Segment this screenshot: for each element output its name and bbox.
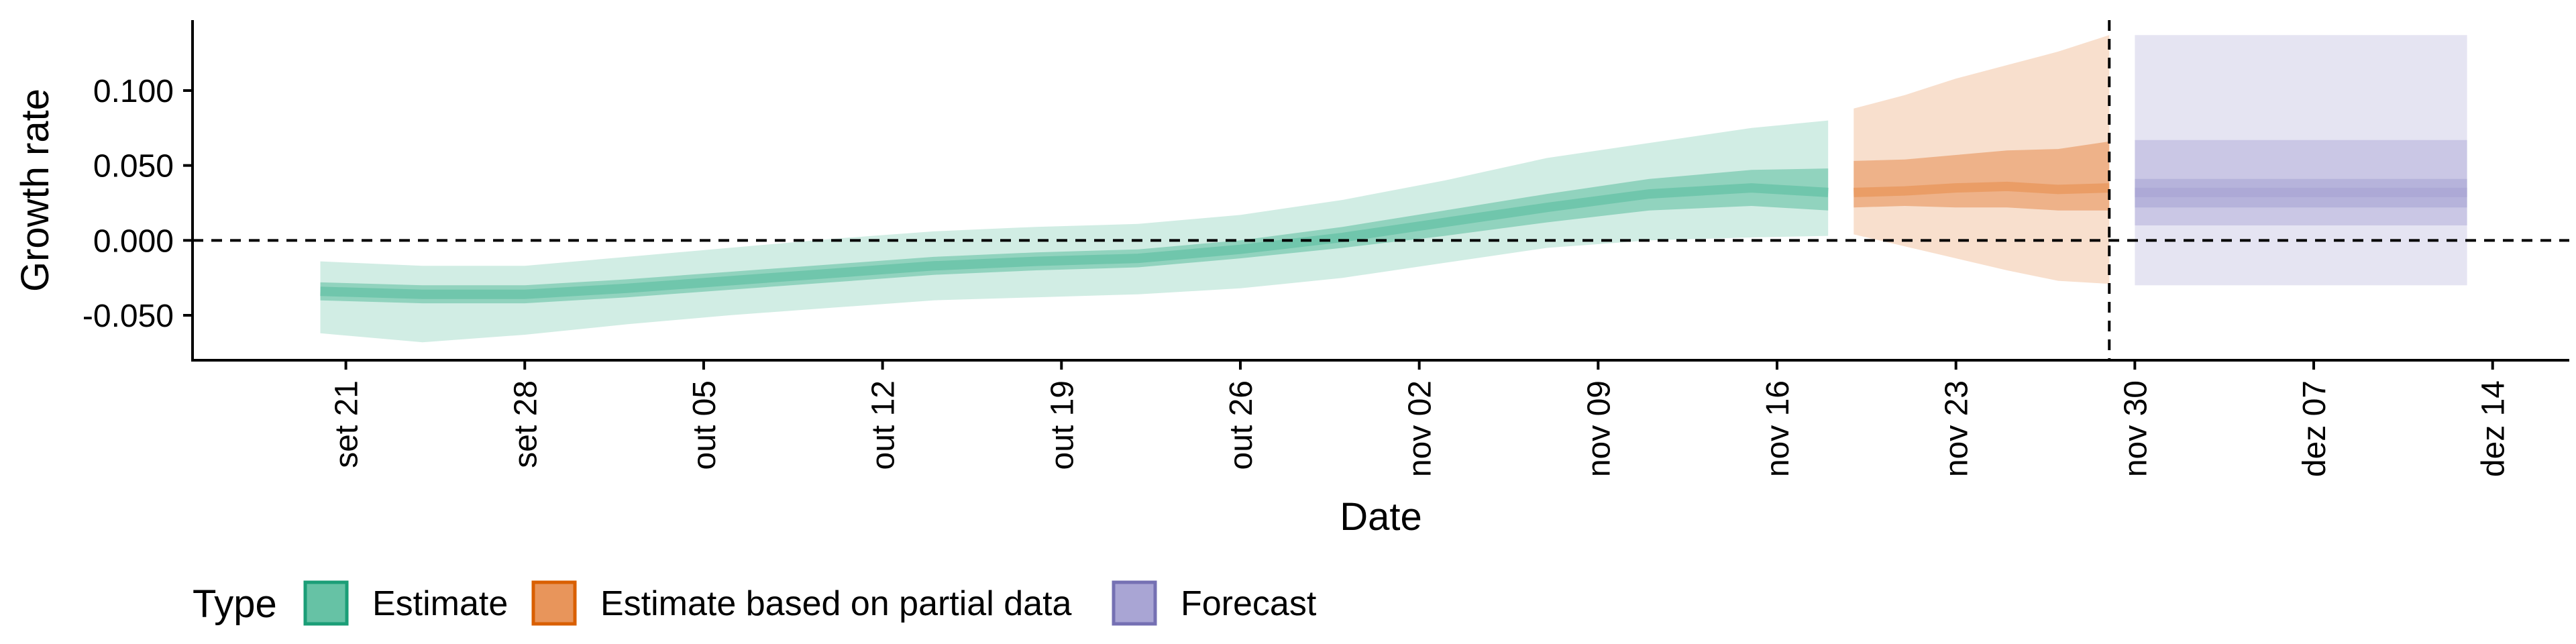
bands-layer [320,35,2467,343]
x-axis-title: Date [1340,495,1422,539]
y-tick-label: 0.050 [93,149,174,184]
series-median-line [320,183,1829,299]
legend: Type Estimate Estimate based on partial d… [193,580,1317,626]
y-tick-label: 0.100 [93,74,174,109]
legend-label: Forecast [1181,584,1317,623]
legend-item: Forecast [1112,580,1317,626]
legend-key [303,580,349,626]
x-tick-label: out 05 [687,380,722,470]
y-tick-label: 0.000 [93,223,174,259]
series-outer-band [320,120,1829,343]
x-tick-label: set 28 [508,380,543,468]
y-axis-title: Growth rate [13,89,57,292]
legend-title: Type [193,582,277,626]
reference-lines [193,20,2569,360]
x-tick-label: set 21 [329,380,365,468]
legend-key [1112,580,1157,626]
x-tick-label: nov 30 [2118,380,2153,477]
series-median-line [1854,181,2110,197]
series-1 [1854,35,2110,284]
legend-key [531,580,577,626]
legend-item: Estimate based on partial data [531,580,1072,626]
x-tick-label: out 26 [1224,380,1259,470]
legend-item: Estimate [303,580,508,626]
series-2 [2135,35,2467,286]
x-tick-label: nov 16 [1760,380,1796,477]
x-tick-label: dez 07 [2297,380,2332,477]
series-outer-band [2135,35,2467,286]
x-tick-label: nov 09 [1581,380,1617,477]
legend-label: Estimate based on partial data [600,584,1072,623]
x-tick-label: out 12 [866,380,902,470]
axes: -0.050 0.000 0.050 0.100 set 21 set 28 out 05 o… [83,20,2569,477]
x-tick-label: nov 23 [1939,380,1975,477]
legend-label: Estimate [372,584,508,623]
x-tick-label: dez 14 [2476,380,2512,477]
y-tick-label: -0.050 [83,299,174,334]
x-tick-label: out 19 [1044,380,1080,470]
x-tick-label: nov 02 [1403,380,1438,477]
series-0 [320,120,1829,343]
